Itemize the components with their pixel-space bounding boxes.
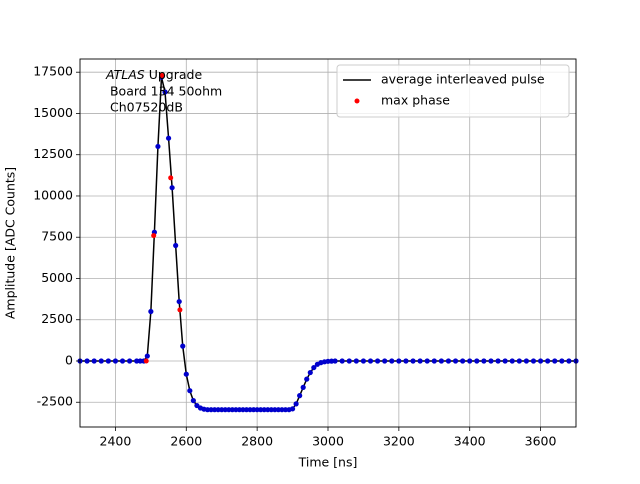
y-tick-label: -2500 [37,394,73,409]
sample-point [566,358,572,364]
x-tick-label: 2400 [100,434,132,449]
sample-point [431,358,437,364]
sample-point [190,397,196,404]
sample-point [552,358,558,364]
sample-point [389,358,395,364]
sample-point [530,358,537,364]
sample-point [495,358,501,364]
sample-point [155,143,161,150]
sample-point [300,384,306,390]
max-phase-point [151,233,157,239]
sample-point [119,358,126,364]
y-axis-label: Amplitude [ADC Counts] [3,167,18,319]
sample-point [545,358,551,364]
sample-point [488,358,494,364]
max-phase-point [159,73,165,79]
legend: average interleaved pulse max phase [336,64,570,118]
sample-point [516,358,522,364]
sample-point [481,358,487,364]
y-tick-label: 2500 [41,311,73,326]
x-tick-label: 3000 [312,434,344,449]
legend-box [336,64,570,118]
sample-point [346,358,352,364]
sample-point [502,358,508,364]
y-tick-label: 15000 [33,105,73,120]
sample-point [467,358,473,364]
max-phase-point [168,175,174,181]
x-tick-label: 3200 [383,434,415,449]
ticks: 2400 2600 2800 3000 3200 3400 3600 -2500 0 2500 50… [33,64,556,449]
sample-point [144,353,150,359]
sample-point [162,89,168,95]
x-tick-label: 3600 [525,434,557,449]
sample-point [382,358,388,364]
sample-point [509,358,515,364]
sample-point [537,358,544,364]
sample-point [332,358,338,364]
annotation-line: Board 134 50ohm [106,84,222,99]
sample-point [180,343,186,349]
sample-point [375,358,381,364]
sample-point [353,358,359,364]
annotation-line: Upgrade [149,67,203,82]
x-tick-label: 2600 [170,434,202,449]
sample-point [293,401,299,407]
y-tick-label: 17500 [33,64,73,79]
sample-point [297,393,303,399]
sample-point [289,406,296,412]
sample-point [410,358,416,364]
sample-point [452,358,459,364]
max-phase-point [143,358,149,364]
sample-point [176,298,182,305]
sample-point [339,358,345,364]
legend-label: average interleaved pulse [381,72,545,87]
y-tick-label: 12500 [33,146,73,161]
max-phase-point [177,307,183,313]
sample-point [424,358,430,364]
x-axis-label: Time [ns] [298,455,358,470]
sample-point [173,242,179,249]
annotation-line: Ch07520dB [106,100,183,115]
sample-point [304,376,310,382]
sample-point [559,358,565,364]
sample-point [474,358,480,364]
y-tick-label: 5000 [41,270,73,285]
legend-label: max phase [381,93,450,108]
grid [80,59,576,427]
sample-point [417,358,423,364]
y-tick-label: 10000 [33,187,73,202]
annotation-italic: ATLAS [105,67,145,82]
sample-point [84,358,90,364]
x-tick-label: 3400 [454,434,486,449]
sample-point [445,358,452,364]
sample-point [187,388,193,394]
sample-point [523,358,530,364]
sample-point [311,364,317,371]
sample-point [112,358,119,364]
plot-area [77,73,579,413]
sample-point [91,358,97,364]
sample-point [169,185,175,191]
y-tick-label: 0 [65,352,73,367]
x-tick-label: 2800 [241,434,273,449]
sample-point [105,358,111,364]
sample-point [127,358,133,364]
sample-point [98,358,104,364]
y-tick-label: 7500 [41,229,73,244]
annotation: ATLAS Upgrade [105,67,202,82]
sample-point [403,358,409,364]
sample-point [438,358,444,364]
sample-point [307,369,313,376]
sample-point [148,308,154,315]
sample-point [165,135,172,141]
sample-point [396,358,402,364]
sample-point [367,358,374,364]
legend-marker [354,98,360,104]
sample-point [183,371,189,377]
sample-point [460,358,466,364]
sample-point [360,358,367,364]
